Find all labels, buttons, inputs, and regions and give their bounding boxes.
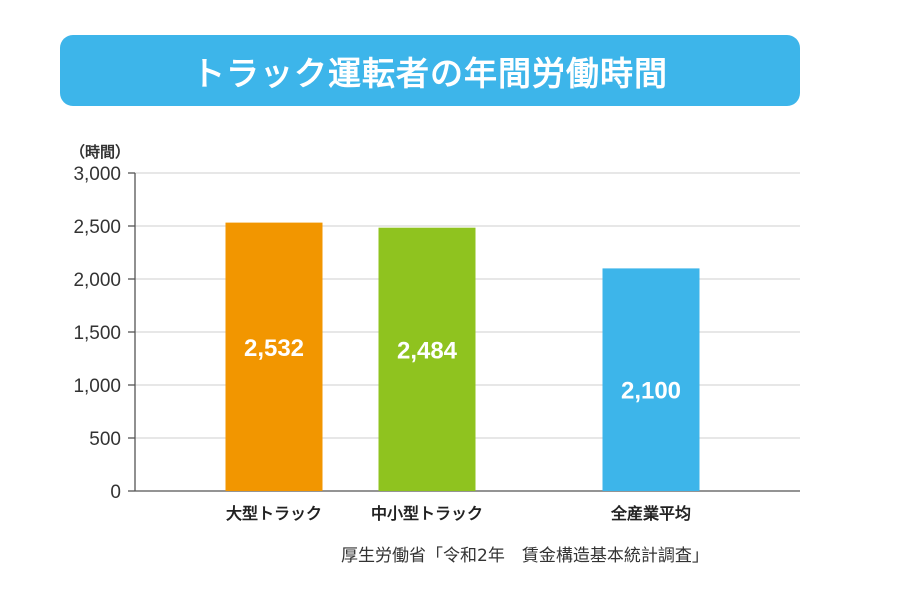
data-label: 2,532	[244, 335, 304, 362]
y-tick-label: 0	[110, 482, 121, 503]
y-tick-label: 2,500	[73, 217, 121, 238]
x-tick-label: 全産業平均	[610, 504, 691, 523]
bar	[378, 227, 476, 492]
data-label: 2,100	[621, 378, 681, 405]
y-tick-label: 3,000	[73, 164, 121, 185]
chart-title: トラック運転者の年間労働時間	[192, 53, 668, 93]
y-tick-label: 1,000	[73, 376, 121, 397]
y-tick-label: 1,500	[73, 323, 121, 344]
chart-title-banner: トラック運転者の年間労働時間	[60, 35, 800, 106]
bar	[225, 222, 323, 491]
x-tick-label: 大型トラック	[226, 504, 322, 523]
x-tick-label: 中小型トラック	[371, 504, 483, 523]
bar	[602, 268, 700, 491]
y-tick-label: 2,000	[73, 270, 121, 291]
y-axis-label: （時間）	[70, 143, 130, 161]
y-tick-label: 500	[89, 429, 121, 450]
source-note: 厚生労働省「令和2年 賃金構造基本統計調査」	[341, 546, 709, 566]
data-label: 2,484	[397, 337, 458, 364]
